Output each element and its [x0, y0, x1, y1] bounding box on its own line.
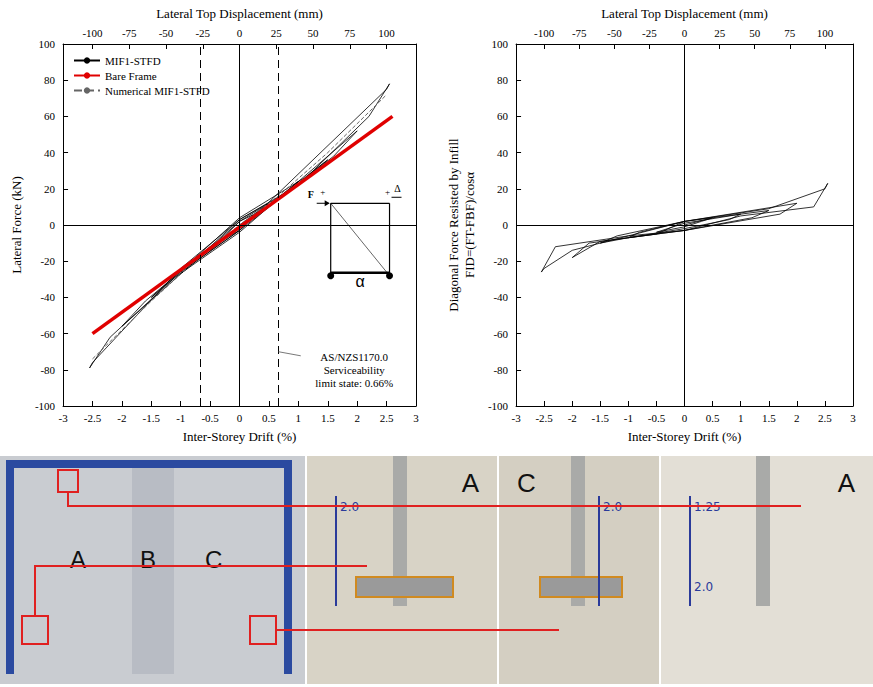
- html-text:2.0: 2.0: [340, 500, 360, 514]
- svg-text:100: 100: [39, 38, 56, 50]
- svg-text:0: 0: [503, 219, 509, 231]
- svg-text:0: 0: [237, 412, 243, 424]
- svg-text:0: 0: [237, 27, 243, 39]
- html-text:2.0: 2.0: [694, 580, 714, 594]
- svg-text:0.5: 0.5: [262, 412, 276, 424]
- html-text:2.0: 2.0: [603, 500, 623, 514]
- svg-text:20: 20: [44, 183, 56, 195]
- svg-text:+: +: [385, 187, 390, 197]
- svg-text:-100: -100: [534, 27, 555, 39]
- svg-text:-20: -20: [493, 255, 508, 267]
- svg-text:25: 25: [714, 27, 726, 39]
- svg-text:-0.5: -0.5: [201, 412, 219, 424]
- svg-text:Diagonal Force Resisted by Inf: Diagonal Force Resisted by Infill: [446, 138, 461, 312]
- svg-text:Δ: Δ: [394, 183, 401, 194]
- svg-text:Serviceability: Serviceability: [324, 364, 386, 376]
- svg-text:-60: -60: [40, 328, 55, 340]
- svg-text:-40: -40: [40, 291, 55, 303]
- svg-text:2.5: 2.5: [818, 412, 832, 424]
- svg-text:100: 100: [492, 38, 509, 50]
- svg-text:-50: -50: [159, 27, 174, 39]
- svg-text:1: 1: [296, 412, 302, 424]
- html-text:C: C: [517, 468, 536, 498]
- svg-text:+: +: [320, 187, 325, 197]
- svg-text:Lateral Force (kN): Lateral Force (kN): [9, 176, 24, 273]
- svg-text:-75: -75: [572, 27, 587, 39]
- svg-text:1.5: 1.5: [321, 412, 335, 424]
- html-text:1.25: 1.25: [694, 500, 721, 514]
- svg-text:0: 0: [682, 27, 688, 39]
- svg-text:AS/NZS1170.0: AS/NZS1170.0: [320, 351, 388, 363]
- svg-text:2: 2: [354, 412, 360, 424]
- svg-text:40: 40: [44, 147, 56, 159]
- svg-text:20: 20: [497, 183, 509, 195]
- svg-text:0: 0: [50, 219, 56, 231]
- svg-text:F: F: [308, 189, 314, 200]
- svg-text:-3: -3: [511, 412, 521, 424]
- svg-text:Inter-Storey Drift (%): Inter-Storey Drift (%): [183, 429, 297, 444]
- html-text:A: A: [70, 546, 86, 573]
- svg-text:60: 60: [497, 110, 509, 122]
- svg-text:50: 50: [749, 27, 761, 39]
- svg-text:Lateral Top Displacement (mm): Lateral Top Displacement (mm): [156, 6, 323, 21]
- svg-text:-0.5: -0.5: [648, 412, 666, 424]
- svg-text:3: 3: [850, 412, 856, 424]
- svg-text:100: 100: [817, 27, 834, 39]
- svg-text:75: 75: [344, 27, 356, 39]
- svg-text:0.5: 0.5: [706, 412, 720, 424]
- svg-text:3: 3: [413, 412, 419, 424]
- svg-text:-1.5: -1.5: [143, 412, 161, 424]
- html-text:A: A: [461, 468, 479, 498]
- svg-text:2: 2: [794, 412, 800, 424]
- svg-text:α: α: [355, 273, 364, 290]
- svg-text:FID=(FT-FBF)/cosα: FID=(FT-FBF)/cosα: [462, 172, 477, 278]
- html-text:B: B: [140, 546, 156, 573]
- svg-text:100: 100: [378, 27, 395, 39]
- svg-text:25: 25: [271, 27, 283, 39]
- svg-text:-2: -2: [117, 412, 126, 424]
- svg-text:-2: -2: [568, 412, 577, 424]
- svg-text:-2.5: -2.5: [84, 412, 102, 424]
- svg-text:-25: -25: [195, 27, 210, 39]
- svg-text:-20: -20: [40, 255, 55, 267]
- svg-text:-100: -100: [82, 27, 103, 39]
- svg-text:-75: -75: [122, 27, 137, 39]
- svg-text:-80: -80: [493, 364, 508, 376]
- svg-text:1.5: 1.5: [762, 412, 776, 424]
- svg-text:-80: -80: [40, 364, 55, 376]
- svg-text:1: 1: [738, 412, 744, 424]
- svg-text:Inter-Storey Drift (%): Inter-Storey Drift (%): [628, 429, 742, 444]
- svg-text:80: 80: [497, 74, 509, 86]
- svg-text:0: 0: [682, 412, 688, 424]
- svg-text:75: 75: [784, 27, 796, 39]
- svg-text:50: 50: [308, 27, 320, 39]
- html-text:A: A: [837, 468, 855, 498]
- svg-text:60: 60: [44, 110, 56, 122]
- svg-text:40: 40: [497, 147, 509, 159]
- svg-text:-100: -100: [488, 400, 509, 412]
- svg-text:Bare Frame: Bare Frame: [105, 70, 157, 82]
- svg-text:80: 80: [44, 74, 56, 86]
- svg-text:-1: -1: [176, 412, 185, 424]
- svg-text:limit state: 0.66%: limit state: 0.66%: [315, 377, 393, 389]
- svg-text:-60: -60: [493, 328, 508, 340]
- svg-text:Lateral Top Displacement (mm): Lateral Top Displacement (mm): [601, 6, 768, 21]
- html-text:C: C: [205, 546, 223, 573]
- svg-text:-2.5: -2.5: [535, 412, 553, 424]
- svg-text:-25: -25: [642, 27, 657, 39]
- svg-text:-40: -40: [493, 291, 508, 303]
- svg-text:MIF1-STFD: MIF1-STFD: [105, 55, 161, 67]
- svg-text:-1: -1: [624, 412, 633, 424]
- svg-text:-100: -100: [35, 400, 56, 412]
- svg-text:2.5: 2.5: [380, 412, 394, 424]
- svg-text:-1.5: -1.5: [592, 412, 610, 424]
- svg-text:Numerical MIF1-STFD: Numerical MIF1-STFD: [105, 85, 210, 97]
- svg-text:-3: -3: [58, 412, 68, 424]
- svg-text:-50: -50: [607, 27, 622, 39]
